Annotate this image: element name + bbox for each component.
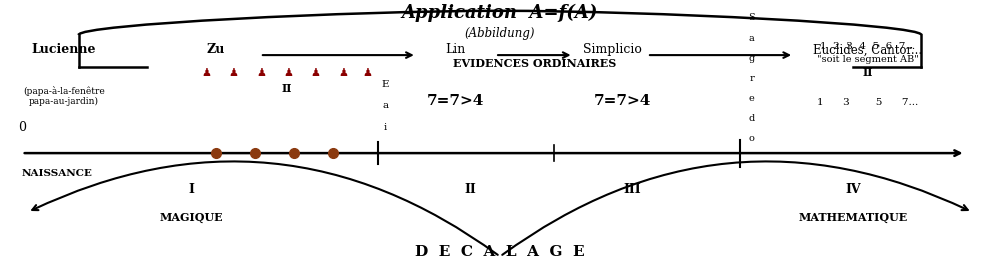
Text: a: a	[382, 101, 388, 110]
Text: NAISSANCE: NAISSANCE	[22, 169, 93, 178]
Text: EVIDENCES ORDINAIRES: EVIDENCES ORDINAIRES	[453, 58, 616, 68]
Text: 1  2  3  4  5  6  7...: 1 2 3 4 5 6 7...	[820, 42, 915, 51]
Text: ♟: ♟	[363, 68, 373, 78]
Text: MAGIQUE: MAGIQUE	[159, 212, 223, 223]
Text: Lin: Lin	[446, 44, 466, 56]
Text: MATHEMATIQUE: MATHEMATIQUE	[798, 212, 907, 223]
Text: 1      3        5      7...: 1 3 5 7...	[817, 98, 918, 107]
Text: e: e	[749, 94, 755, 103]
Text: ♟: ♟	[201, 68, 211, 78]
Text: II: II	[465, 183, 476, 196]
Text: Application  A=f(A): Application A=f(A)	[402, 4, 598, 22]
Text: ♟: ♟	[311, 68, 321, 78]
Text: ♟: ♟	[338, 68, 348, 78]
Text: Lucienne: Lucienne	[32, 44, 96, 56]
Text: r: r	[749, 74, 754, 83]
Text: 0: 0	[18, 121, 26, 134]
Text: ♟: ♟	[283, 68, 293, 78]
Text: S: S	[748, 13, 755, 22]
Text: (Abbildung): (Abbildung)	[465, 27, 535, 40]
Text: i: i	[384, 123, 387, 132]
Text: (papa-à-la-fenêtre
papa-au-jardin): (papa-à-la-fenêtre papa-au-jardin)	[23, 86, 105, 106]
Text: g: g	[749, 54, 755, 63]
Text: IV: IV	[845, 183, 861, 196]
Text: Euclides, Cantor...: Euclides, Cantor...	[813, 44, 922, 56]
Text: 7=7>4: 7=7>4	[594, 94, 651, 108]
Text: D  E  C  A  L  A  G  E: D E C A L A G E	[415, 245, 585, 259]
Text: d: d	[749, 114, 755, 123]
Text: 7=7>4: 7=7>4	[427, 94, 485, 108]
Text: o: o	[749, 134, 755, 143]
Text: a: a	[749, 34, 755, 43]
Text: "soit le segment AB": "soit le segment AB"	[817, 56, 918, 64]
Text: II: II	[281, 83, 292, 94]
Text: ♟: ♟	[228, 68, 238, 78]
Text: I: I	[188, 183, 194, 196]
Text: Zu: Zu	[207, 44, 225, 56]
Text: II: II	[862, 67, 873, 78]
Text: E: E	[382, 80, 389, 89]
Text: III: III	[623, 183, 641, 196]
Text: ♟: ♟	[256, 68, 266, 78]
Text: Simplicio: Simplicio	[583, 44, 642, 56]
